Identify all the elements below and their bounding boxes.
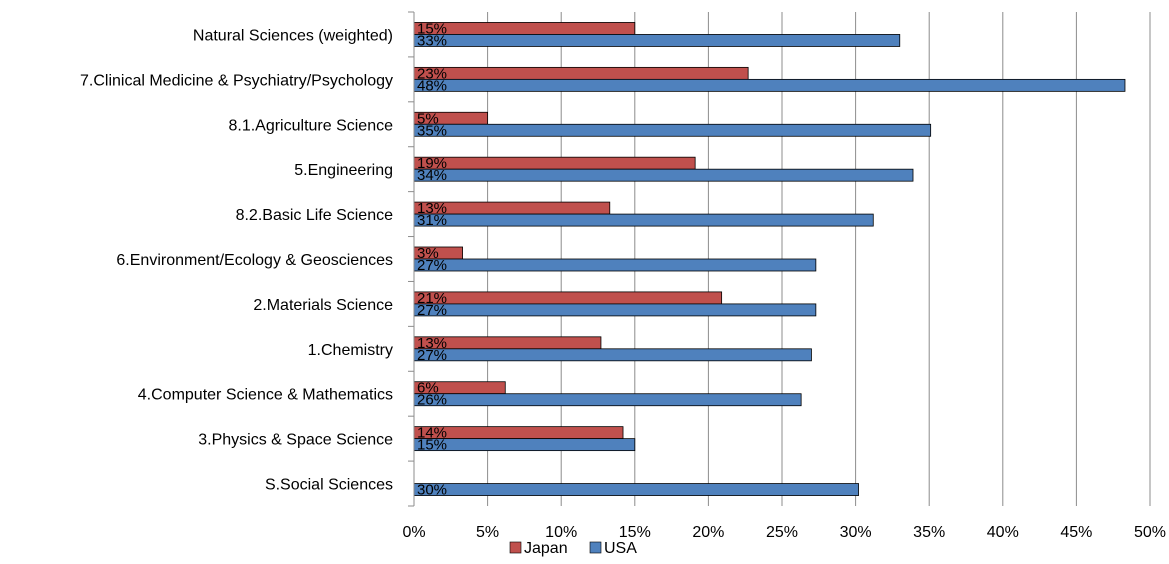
x-tick-labels: 0% 5% 10% 15% 20% 25% 30% 35% 40% 45% 50% <box>402 524 1166 541</box>
data-label-japan: 3% <box>417 245 439 262</box>
data-label-usa: 27% <box>417 302 447 319</box>
bar-usa <box>413 78 1126 92</box>
bar-usa <box>413 213 874 227</box>
bar-japan <box>413 66 749 80</box>
data-label-usa: 15% <box>417 437 447 454</box>
data-label-usa: 30% <box>417 482 447 499</box>
legend-swatch-usa <box>589 541 602 554</box>
bar-usa <box>413 348 812 362</box>
bar-usa <box>413 258 817 272</box>
category-label: Natural Sciences (weighted) <box>193 27 393 44</box>
bar-japan <box>413 22 636 35</box>
category-label: 5.Engineering <box>294 162 393 179</box>
bar-usa <box>413 393 802 407</box>
axes <box>408 11 415 507</box>
category-label: 3.Physics & Space Science <box>198 432 393 449</box>
category-label: 6.Environment/Ecology & Geosciences <box>116 252 393 269</box>
data-labels: 15%33%23%48%5%35%19%34%13%31%3%27%21%27%… <box>417 20 447 498</box>
bar-usa <box>413 438 636 452</box>
data-label-usa: 33% <box>417 32 447 49</box>
bar-usa <box>413 123 932 137</box>
data-label-japan: 19% <box>417 155 447 172</box>
x-tick-label: 20% <box>692 524 724 541</box>
data-label-usa: 27% <box>417 347 447 364</box>
data-label-usa: 31% <box>417 212 447 229</box>
bar-japan <box>413 156 696 170</box>
bar-usa <box>413 168 914 182</box>
category-label: 2.Materials Science <box>253 297 393 314</box>
category-label: 8.1.Agriculture Science <box>228 117 393 134</box>
data-label-usa: 34% <box>417 167 447 184</box>
category-label: 7.Clinical Medicine & Psychiatry/Psychol… <box>80 72 393 89</box>
x-tick-label: 50% <box>1134 524 1166 541</box>
bar-usa <box>413 303 817 317</box>
x-tick-label: 30% <box>840 524 872 541</box>
bars <box>413 22 1126 496</box>
category-label: 4.Computer Science & Mathematics <box>138 387 393 404</box>
x-tick-label: 35% <box>913 524 945 541</box>
legend-label-japan: Japan <box>524 540 568 557</box>
category-labels: Natural Sciences (weighted) 7.Clinical Me… <box>80 27 393 493</box>
data-label-japan: 13% <box>417 335 447 352</box>
legend: Japan USA <box>509 540 637 557</box>
category-label: 8.2.Basic Life Science <box>236 207 394 224</box>
x-tick-label: 40% <box>987 524 1019 541</box>
data-label-japan: 15% <box>417 20 447 37</box>
category-label: S.Social Sciences <box>265 477 393 494</box>
x-tick-label: 10% <box>545 524 577 541</box>
bar-usa <box>413 34 901 47</box>
data-label-japan: 23% <box>417 65 447 82</box>
x-tick-label: 15% <box>619 524 651 541</box>
data-label-usa: 48% <box>417 77 447 94</box>
data-label-japan: 21% <box>417 290 447 307</box>
data-label-japan: 5% <box>417 110 439 127</box>
x-tick-label: 0% <box>402 524 425 541</box>
category-label: 1.Chemistry <box>308 342 393 359</box>
x-tick-label: 45% <box>1060 524 1092 541</box>
data-label-usa: 27% <box>417 257 447 274</box>
data-label-usa: 26% <box>417 392 447 409</box>
x-tick-label: 25% <box>766 524 798 541</box>
legend-label-usa: USA <box>604 540 637 557</box>
data-label-japan: 6% <box>417 380 439 397</box>
data-label-japan: 13% <box>417 200 447 217</box>
bar-japan <box>413 291 723 305</box>
data-label-usa: 35% <box>417 122 447 139</box>
x-tick-label: 5% <box>476 524 499 541</box>
legend-swatch-japan <box>509 541 522 554</box>
bar-usa <box>413 483 859 496</box>
data-label-japan: 14% <box>417 425 447 442</box>
